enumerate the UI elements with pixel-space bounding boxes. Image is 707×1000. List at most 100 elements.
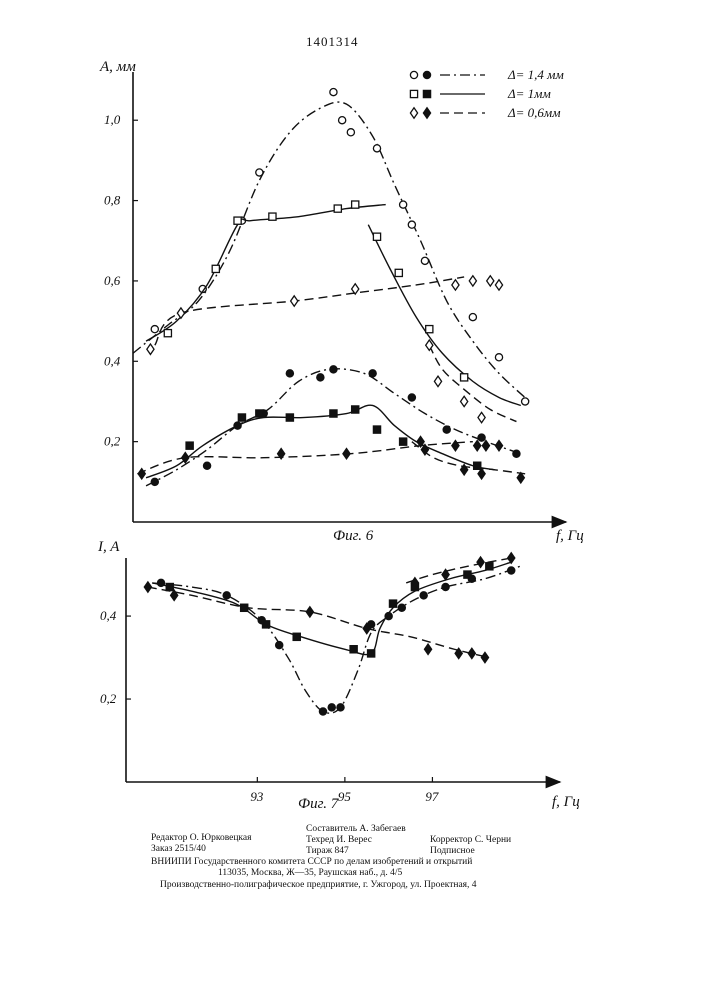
- fig6-series-2-point-0: [147, 344, 154, 354]
- fig6-series-1-point-8: [426, 326, 433, 333]
- imprint-printer: Производственно-полиграфическое предприя…: [160, 880, 477, 891]
- fig7-series-0-point-11: [442, 583, 449, 590]
- fig6-series-1-point-4: [334, 205, 341, 212]
- fig6-series-1-curve2: [368, 225, 521, 406]
- fig7-series-0-point-3: [276, 642, 283, 649]
- fig7-series-1-point-9: [486, 563, 493, 570]
- legend-marker-filled-0: [423, 71, 430, 78]
- fig6-series-2-point-10: [461, 396, 468, 406]
- fig7-series-1-point-4: [350, 646, 357, 653]
- fig7-series-1-curve: [152, 562, 511, 654]
- fig7-series-1-point-5: [368, 650, 375, 657]
- fig6-series-0-point-5: [339, 117, 346, 124]
- fig7-caption: Фиг. 7: [298, 796, 340, 812]
- fig7-series-2-point-2: [306, 607, 313, 617]
- fig6-series-1-point-6: [373, 233, 380, 240]
- imprint-org: ВНИИПИ Государственного комитета СССР по…: [151, 857, 472, 868]
- fig7-series-2-point-8: [424, 644, 431, 654]
- fig7-series-0-curve: [152, 566, 520, 713]
- fig6-series-0-point-11: [469, 313, 476, 320]
- legend-marker-open-2: [410, 108, 417, 118]
- imprint-techred: Техред И. Верес: [306, 835, 372, 846]
- fig7-series-0-point-10: [420, 592, 427, 599]
- imprint-circulation: Тираж 847: [306, 846, 349, 857]
- fig7-series-0-point-9: [398, 604, 405, 611]
- fig6-ytick-label-1: 0,4: [104, 353, 121, 368]
- fig6-series-1-point-7: [395, 269, 402, 276]
- fig6-ytick-label-3: 0,8: [104, 193, 121, 208]
- fig6-ytick-label-4: 1,0: [104, 112, 121, 127]
- fig7-series-2-curve: [148, 587, 489, 658]
- fig6-series-2-point-2: [291, 296, 298, 306]
- legend-label-1: Δ= 1мм: [507, 86, 551, 101]
- fig6-series-0-point-7: [373, 145, 380, 152]
- fig6-series-4-point-5: [352, 406, 359, 413]
- fig6-series-4-point-1: [238, 414, 245, 421]
- fig7-ticks: 0,20,4939597: [100, 608, 439, 804]
- fig6-series-2-point-5: [469, 276, 476, 286]
- fig6-series-1-point-5: [352, 201, 359, 208]
- legend-marker-open-0: [410, 71, 417, 78]
- fig6-series-1-point-0: [164, 330, 171, 337]
- fig7-xtick-label-0: 93: [250, 789, 264, 804]
- legend-marker-filled-1: [423, 90, 430, 97]
- fig6-series-0-point-13: [522, 398, 529, 405]
- fig7-series-0-point-13: [508, 567, 515, 574]
- fig7-series-2-point-6: [477, 557, 484, 567]
- fig6-series-5-point-3: [343, 448, 350, 458]
- fig6-xlabel: f, Гц: [556, 528, 584, 544]
- fig7-series-2-point-7: [508, 553, 515, 563]
- fig6-series-5-point-7: [482, 440, 489, 450]
- fig6-series-4-point-2: [256, 410, 263, 417]
- fig6-series-4-curve: [146, 405, 495, 478]
- fig6-series-2-point-7: [495, 280, 502, 290]
- fig6-series-5-curve2: [412, 442, 525, 474]
- fig6-series-4-point-3: [286, 414, 293, 421]
- fig7-series-1-point-8: [464, 571, 471, 578]
- fig6-series-3-point-5: [317, 374, 324, 381]
- fig6-series-3-point-11: [513, 450, 520, 457]
- fig6-series-3-point-10: [478, 434, 485, 441]
- fig6-series-1-point-3: [269, 213, 276, 220]
- fig7-ylabel: I, A: [97, 539, 120, 555]
- fig6-series-0-point-4: [330, 88, 337, 95]
- fig6-series-5-point-11: [478, 469, 485, 479]
- fig6-series-1-curve: [146, 205, 386, 342]
- fig6-series-3-point-8: [408, 394, 415, 401]
- fig6-series-1-point-2: [234, 217, 241, 224]
- fig6-series-2-point-3: [352, 284, 359, 294]
- fig6-series-0-point-0: [151, 326, 158, 333]
- fig6-series-4-point-0: [186, 442, 193, 449]
- fig7-xtick-label-2: 97: [425, 789, 439, 804]
- legend-marker-open-1: [410, 90, 417, 97]
- fig6-series-3-point-0: [151, 478, 158, 485]
- fig7-series-1-point-2: [262, 621, 269, 628]
- fig7-ytick-label-0: 0,2: [100, 691, 117, 706]
- fig6-series-2-point-4: [452, 280, 459, 290]
- fig6-series-4-point-4: [330, 410, 337, 417]
- fig6-series-4-point-7: [400, 438, 407, 445]
- fig6-series-3-point-4: [286, 370, 293, 377]
- fig6-ytick-label-0: 0,2: [104, 434, 121, 449]
- imprint-editor: Редактор О. Юрковецкая: [151, 833, 252, 844]
- fig7-series-group: [144, 553, 520, 715]
- fig6-series-4-point-6: [373, 426, 380, 433]
- fig6-series-group: [133, 88, 530, 485]
- fig6-caption: Фиг. 6: [333, 528, 374, 544]
- imprint-address: 113035, Москва, Ж—35, Раушская наб., д. …: [218, 868, 402, 879]
- fig6-series-3-point-7: [369, 370, 376, 377]
- fig6-series-5-point-8: [495, 440, 502, 450]
- fig6-series-0-point-12: [495, 354, 502, 361]
- fig7-series-0-point-4: [319, 708, 326, 715]
- fig6-series-2-point-6: [487, 276, 494, 286]
- fig7-series-0-point-1: [223, 592, 230, 599]
- fig6-series-5-point-6: [474, 440, 481, 450]
- fig6-series-2-point-1: [177, 308, 184, 318]
- fig6-series-0-point-10: [421, 257, 428, 264]
- fig6-series-0-point-8: [400, 201, 407, 208]
- fig7-series-2-point-11: [481, 652, 488, 662]
- imprint-order: Заказ 2515/40: [151, 844, 206, 855]
- imprint-corrector: Корректор С. Черни: [430, 835, 511, 846]
- fig7-series-2-curve2: [406, 558, 511, 583]
